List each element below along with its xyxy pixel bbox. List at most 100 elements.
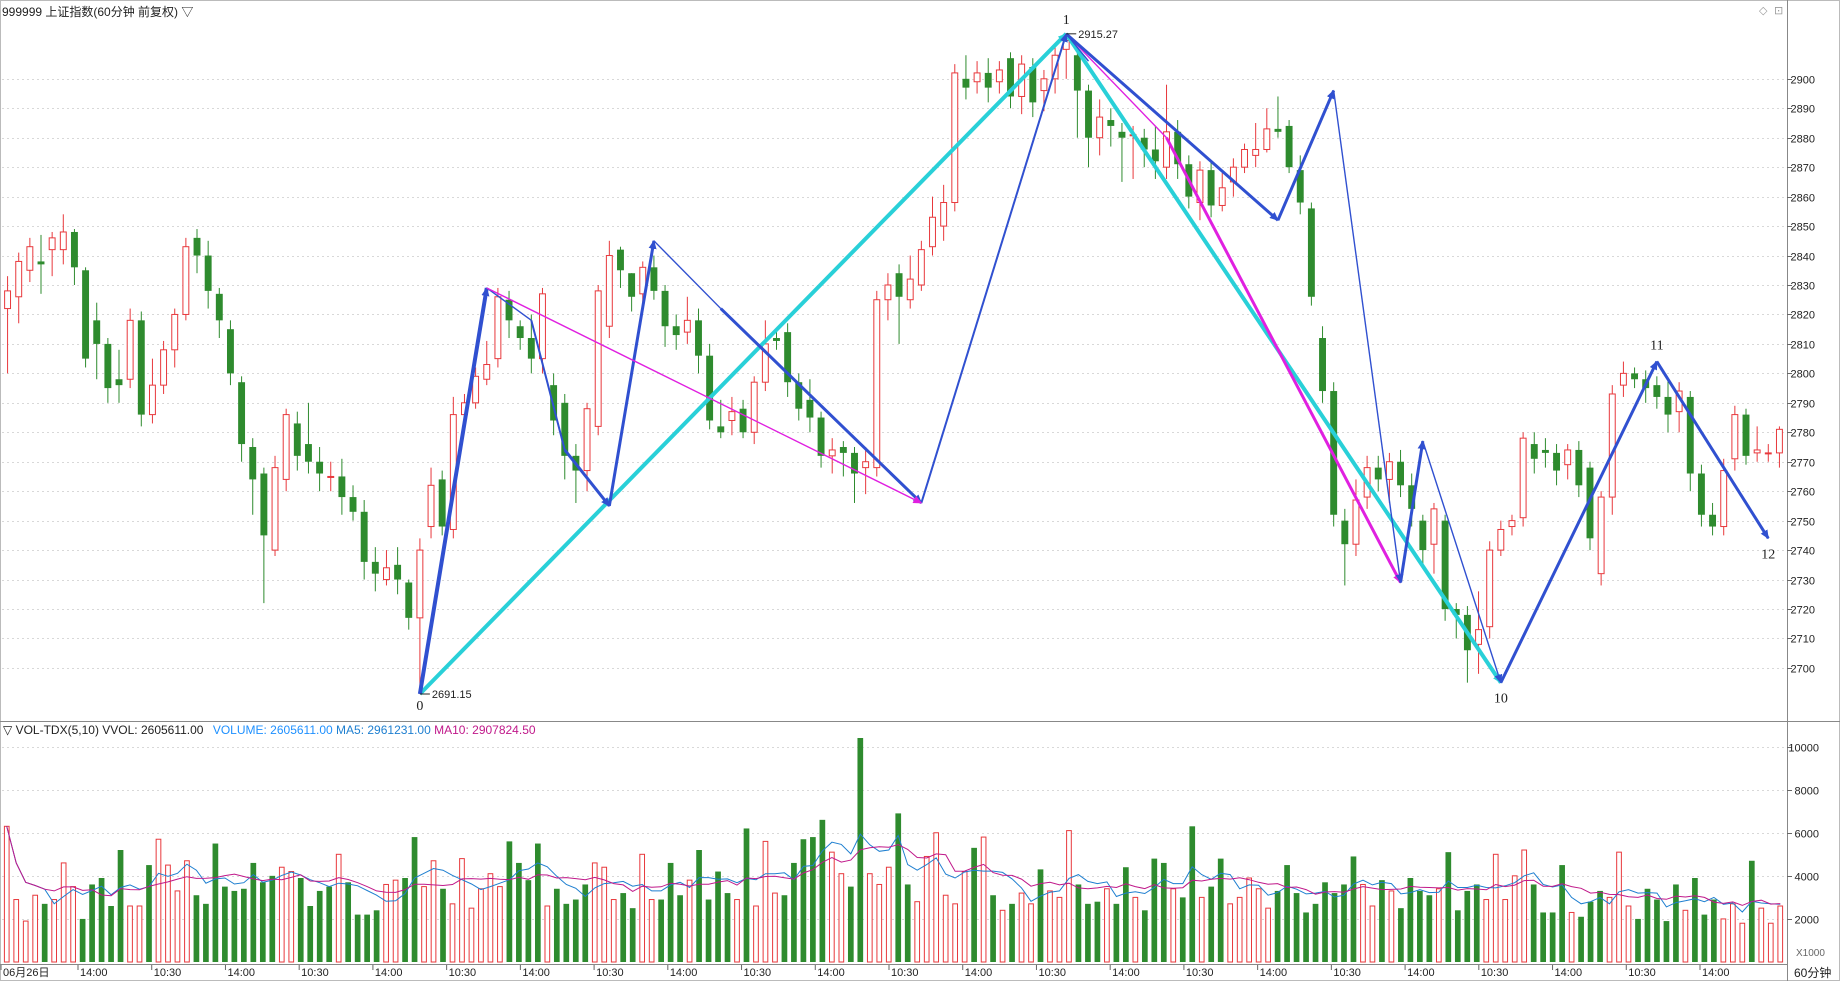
- candle-body-down: [249, 447, 257, 480]
- volume-bar-up: [1132, 896, 1139, 963]
- volume-bar-up: [866, 873, 873, 963]
- volume-bar-down: [345, 882, 352, 962]
- chart-title-text: 999999 上证指数(60分钟 前复权): [2, 5, 179, 19]
- title-dropdown-icon[interactable]: ▽: [181, 5, 194, 19]
- volume-bar-down: [696, 850, 702, 962]
- volume-bar-down: [1379, 880, 1385, 962]
- volume-bar-up: [1758, 907, 1765, 963]
- volume-bar-down: [677, 895, 683, 962]
- volume-bar-down: [1454, 910, 1461, 962]
- volume-bar-up: [1511, 875, 1518, 963]
- candle-body-down: [1397, 461, 1404, 486]
- candle-body-down: [1085, 90, 1092, 138]
- candle-body-down: [1653, 385, 1661, 397]
- candle-body-down: [505, 299, 513, 321]
- candle-body-down: [773, 338, 780, 341]
- time-tick-label: 10:30: [1186, 967, 1214, 979]
- volume-bar-down: [1644, 888, 1651, 962]
- price-tick-label: 2890: [1791, 104, 1815, 116]
- volume-bar-down: [1464, 890, 1471, 962]
- volume-bar-up: [772, 892, 778, 963]
- volume-bar-up: [497, 886, 503, 963]
- candle-body-down: [1441, 520, 1449, 610]
- volume-bar-down: [1141, 910, 1148, 962]
- volume-bar-down: [715, 871, 721, 962]
- candle-body-down: [617, 249, 624, 271]
- restore-icon[interactable]: ◇: [1759, 4, 1768, 17]
- candle-body-up: [1564, 449, 1572, 466]
- volume-bar-up: [1047, 890, 1053, 963]
- candle-body-up: [906, 278, 914, 301]
- candle-body-up: [1263, 128, 1271, 150]
- volume-bar-down: [212, 843, 219, 962]
- candle-body-down: [1697, 473, 1705, 515]
- volume-bar-down: [269, 875, 276, 962]
- volume-bar-down: [1578, 916, 1584, 962]
- candle-body-up: [1753, 449, 1761, 454]
- period-label[interactable]: 60分钟: [1794, 966, 1832, 980]
- candle-body-down: [784, 332, 792, 383]
- volume-bar-down: [98, 878, 105, 962]
- candle-body-down: [1151, 149, 1159, 162]
- wave-line-blue: [1655, 360, 1770, 540]
- volume-bar-down: [1179, 897, 1186, 962]
- time-tick-label: 14:00: [1112, 967, 1140, 979]
- volume-bar-up: [1028, 903, 1034, 963]
- wave-number-label: 11: [1650, 339, 1663, 354]
- volume-bar-up: [1616, 851, 1622, 963]
- wave-line-blue: [920, 32, 1068, 504]
- volume-bar-down: [1597, 890, 1603, 962]
- candle-body-up: [1775, 428, 1783, 454]
- time-tick-label: 10:30: [301, 967, 329, 979]
- candle-body-up: [48, 237, 56, 251]
- volume-bar-down: [1540, 912, 1547, 962]
- candle-body-up: [383, 567, 390, 581]
- candle-body-down: [1073, 55, 1081, 91]
- high-price-label: 2915.27: [1078, 29, 1118, 41]
- candle-body-down: [394, 564, 402, 580]
- volume-menu-icon[interactable]: ▽: [3, 723, 13, 737]
- volume-bar-up: [392, 879, 399, 963]
- candle-body-up: [1497, 528, 1505, 551]
- volume-bar-up: [1236, 896, 1243, 963]
- price-tick-label: 2740: [1791, 546, 1815, 558]
- volume-indicator-name[interactable]: VOL-TDX(5,10): [15, 723, 99, 737]
- volume-tick-label: 8000: [1795, 786, 1819, 798]
- volume-bar-down: [259, 882, 266, 962]
- volume-bar-down: [1341, 884, 1347, 962]
- volume-bar-down: [895, 813, 902, 962]
- volume-bar-up: [601, 866, 608, 963]
- volume-bar-down: [1085, 903, 1091, 962]
- volume-bar-down: [1331, 893, 1338, 962]
- volume-bar-up: [544, 905, 551, 963]
- volume-bar-up: [829, 851, 835, 963]
- volume-bar-up: [1018, 892, 1025, 963]
- volume-bar-down: [364, 914, 370, 962]
- volume-bar-down: [1217, 858, 1224, 962]
- volume-bar-up: [51, 899, 58, 963]
- time-tick-label: 14:00: [80, 967, 108, 979]
- volume-bar-down: [847, 886, 854, 962]
- volume-bar-up: [278, 866, 285, 963]
- volume-bar-down: [108, 906, 114, 962]
- chart-title[interactable]: 999999 上证指数(60分钟 前复权) ▽: [2, 3, 193, 20]
- candle-body-down: [1742, 414, 1750, 456]
- maximize-icon[interactable]: ⊡: [1774, 4, 1784, 17]
- price-tick-label: 2860: [1791, 193, 1815, 205]
- candle-body-down: [1341, 520, 1349, 545]
- volume-bar-up: [961, 871, 968, 963]
- candle-body-up: [494, 296, 502, 360]
- candle-body-down: [349, 497, 357, 512]
- candle-body-up: [126, 319, 134, 380]
- volume-bar-down: [250, 862, 257, 962]
- volume-bar-down: [1303, 912, 1309, 962]
- candle-body-down: [82, 270, 90, 359]
- volume-value: VOLUME: 2605611.00: [212, 723, 333, 737]
- candle-body-up: [327, 475, 335, 478]
- volume-bar-up: [155, 838, 162, 963]
- wave-line-blue: [486, 287, 532, 321]
- volume-bar-up: [734, 899, 740, 963]
- volume-bar-up: [1625, 905, 1632, 963]
- volume-bar-up: [923, 855, 930, 963]
